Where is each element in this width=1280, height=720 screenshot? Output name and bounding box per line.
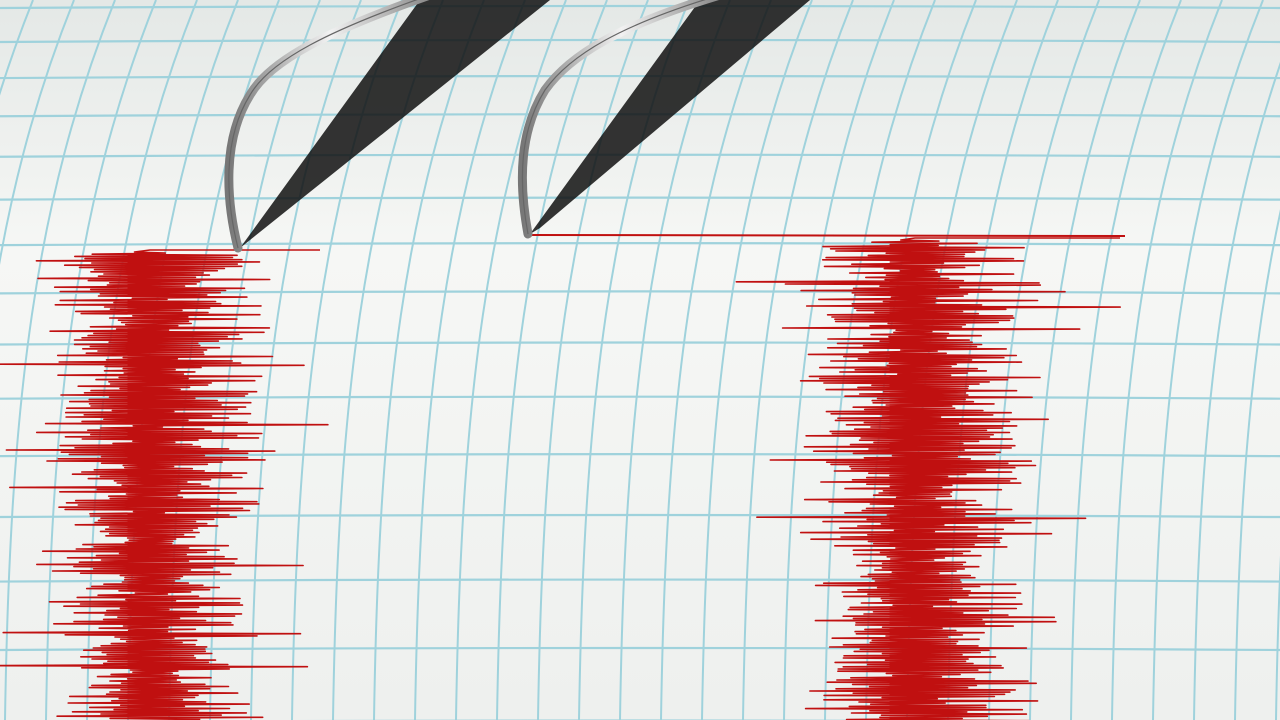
grid-line-vertical [1152, 0, 1264, 720]
seismic-trace [735, 237, 1121, 720]
grid-line-vertical [250, 0, 362, 720]
seismic-traces [0, 234, 1126, 720]
grid-line-vertical [1193, 61, 1280, 720]
grid-line-vertical [742, 0, 854, 720]
grid-line-vertical [1029, 0, 1141, 720]
seismograph-needle-right-icon [517, 0, 810, 239]
grid-line-vertical [455, 0, 567, 720]
grid-line-horizontal [0, 38, 1280, 44]
grid-line-vertical [496, 0, 608, 720]
grid-line-horizontal [0, 153, 1280, 158]
grid-line-vertical [373, 0, 485, 720]
grid-line-vertical [0, 0, 34, 96]
grid-line-vertical [414, 0, 526, 720]
grid-line-vertical [0, 0, 75, 266]
seismograph-needle-left-icon [224, 0, 550, 253]
grid-line-vertical [1070, 0, 1182, 720]
grid-line-horizontal [0, 578, 1280, 583]
needles [224, 0, 810, 253]
grid-line-vertical [1275, 555, 1280, 720]
grid-line-vertical [783, 0, 895, 720]
grid-line-horizontal [0, 242, 1280, 247]
grid-line-vertical [1234, 209, 1280, 720]
grid-line-vertical [86, 0, 198, 720]
grid-line-horizontal [0, 196, 1280, 201]
grid-line-horizontal [0, 74, 1280, 80]
grid-line-vertical [701, 0, 813, 720]
grid-line-vertical [4, 0, 116, 720]
trace-baseline [527, 234, 1126, 237]
grid-line-vertical [1111, 0, 1223, 720]
grid-line-vertical [660, 0, 772, 720]
grid-line-vertical [45, 0, 157, 720]
grid-line-horizontal [0, 4, 1280, 10]
seismic-trace [0, 249, 329, 720]
grid-line-vertical [988, 0, 1100, 720]
grid-line-vertical [537, 0, 649, 720]
